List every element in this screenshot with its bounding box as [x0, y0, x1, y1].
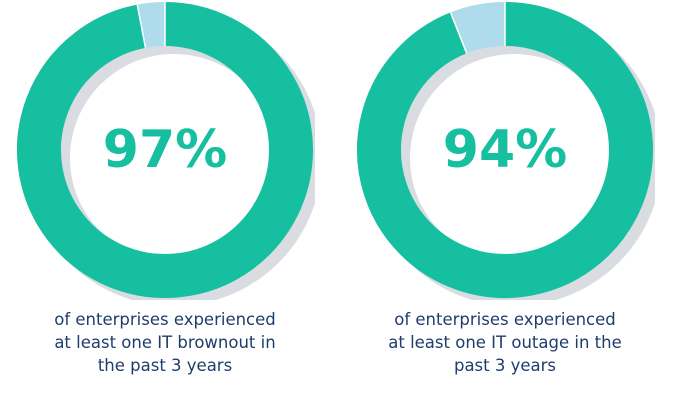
caption-line: at least one IT outage in the [388, 333, 622, 352]
value-slice [357, 2, 653, 298]
outage-percent-label: 94% [443, 120, 567, 180]
brownout-caption: of enterprises experienced at least one … [0, 308, 335, 377]
slice-separator [449, 12, 468, 54]
remainder-slice [450, 2, 506, 54]
outage-stat: 94% of enterprises experienced at least … [355, 0, 655, 375]
caption-line: the past 3 years [97, 356, 233, 375]
caption-line: at least one IT brownout in [54, 333, 276, 352]
remainder-slice [137, 2, 166, 48]
slice-separator [136, 4, 147, 48]
caption-line: of enterprises experienced [394, 310, 616, 329]
brownout-donut-chart: 97% [17, 2, 315, 300]
outage-caption: of enterprises experienced at least one … [335, 308, 675, 377]
value-slice [17, 2, 313, 298]
caption-line: of enterprises experienced [54, 310, 276, 329]
brownout-percent-label: 97% [103, 120, 227, 180]
brownout-stat: 97% of enterprises experienced at least … [15, 0, 315, 375]
outage-donut-chart: 94% [357, 2, 655, 300]
caption-line: past 3 years [453, 356, 557, 375]
